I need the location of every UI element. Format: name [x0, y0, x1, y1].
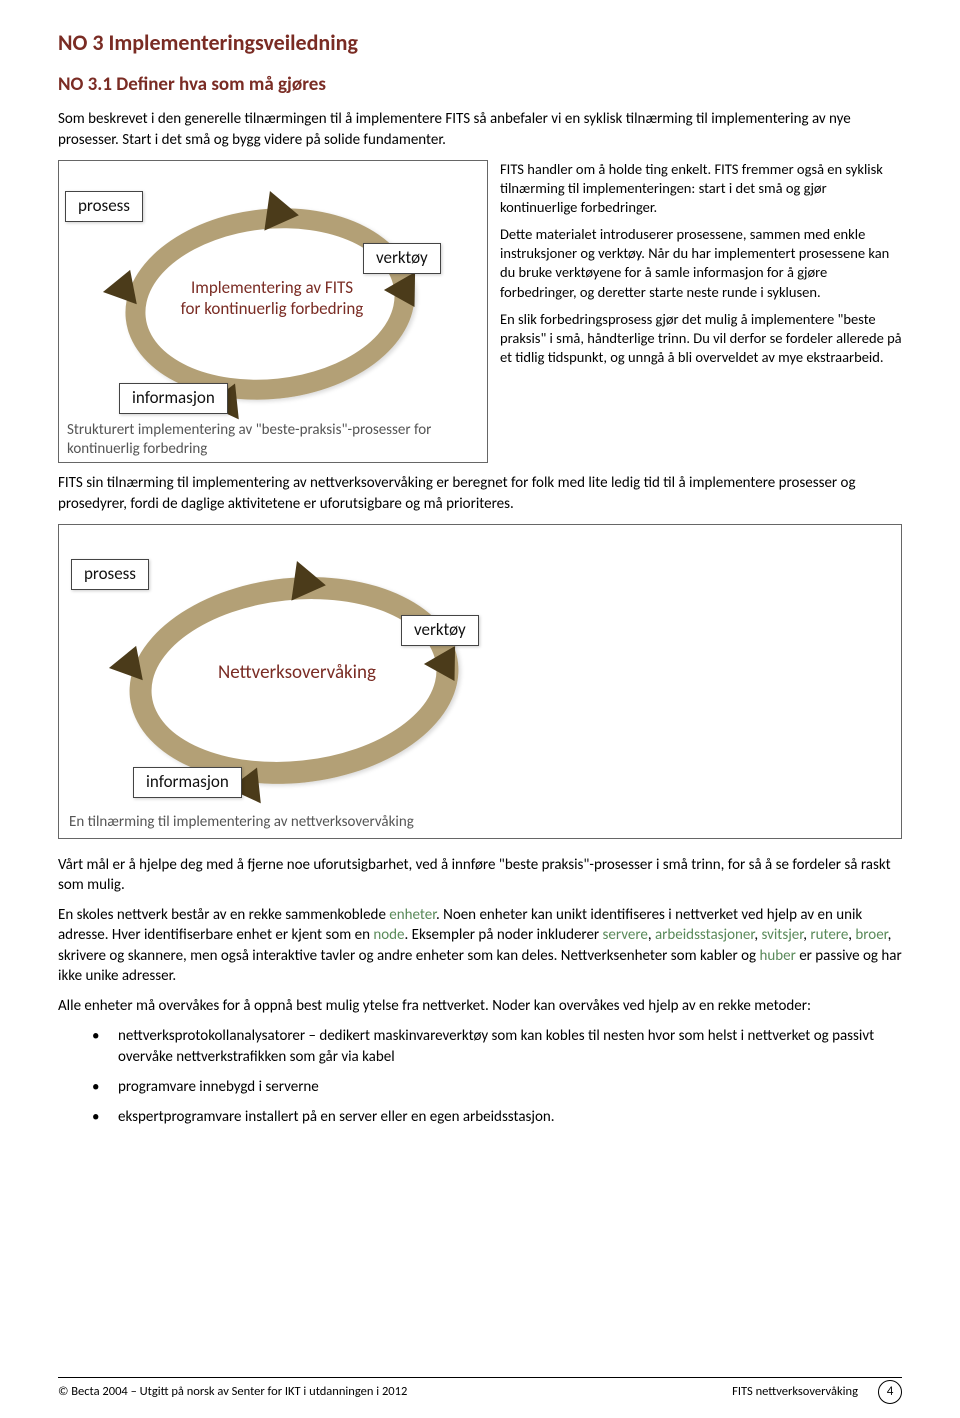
inner-title-line: Implementering av FITS — [191, 277, 353, 298]
side-paragraph: Dette materialet introduserer prosessene… — [500, 225, 902, 302]
diagram-2-box: prosess verktøy informasjon Nettverksove… — [58, 524, 902, 839]
list-item: programvare innebygd i serverne — [92, 1077, 902, 1097]
page-title: NO 3 Implementeringsveiledning — [58, 28, 902, 58]
term-link-svitsjer[interactable]: svitsjer — [761, 926, 803, 944]
diagram-2-caption: En tilnærming til implementering av nett… — [69, 813, 891, 832]
footer-left-text: © Becta 2004 – Utgitt på norsk av Senter… — [58, 1384, 407, 1401]
term-link-node[interactable]: node — [373, 926, 404, 944]
method-list: nettverksprotokollanalysatorer – dediker… — [58, 1026, 902, 1127]
cycle-inner-title: Nettverksovervåking — [187, 661, 407, 685]
diagram-1-caption: Strukturert implementering av "beste-pra… — [67, 421, 479, 459]
side-paragraph: En slik forbedringsprosess gjør det muli… — [500, 310, 902, 367]
term-link-broer[interactable]: broer — [855, 926, 887, 944]
body-paragraph: FITS sin tilnærming til implementering a… — [58, 473, 902, 514]
node-verktoy: verktøy — [363, 243, 441, 274]
diagram-1-box: prosess verktøy informasjon Implementeri… — [58, 160, 488, 464]
body-paragraph-with-links: En skoles nettverk består av en rekke sa… — [58, 905, 902, 986]
term-link-servere[interactable]: servere — [603, 926, 648, 944]
side-text-block: FITS handler om å holde ting enkelt. FIT… — [500, 160, 902, 464]
node-prosess: prosess — [65, 191, 143, 222]
node-prosess: prosess — [71, 559, 149, 590]
node-verktoy: verktøy — [401, 615, 479, 646]
text-run: , — [648, 926, 655, 944]
list-item: ekspertprogramvare installert på en serv… — [92, 1107, 902, 1127]
section-heading: NO 3.1 Definer hva som må gjøres — [58, 72, 902, 98]
text-run: En skoles nettverk består av en rekke sa… — [58, 906, 389, 924]
page-footer: © Becta 2004 – Utgitt på norsk av Senter… — [58, 1377, 902, 1404]
page-number-badge: 4 — [878, 1380, 902, 1404]
cycle-arrow-icon — [264, 191, 301, 235]
term-link-huber[interactable]: huber — [759, 947, 795, 965]
cycle-diagram-2: prosess verktøy informasjon Nettverksove… — [69, 533, 891, 811]
body-paragraph: Alle enheter må overvåkes for å oppnå be… — [58, 996, 902, 1016]
term-link-enheter[interactable]: enheter — [389, 906, 436, 924]
intro-paragraph: Som beskrevet i den generelle tilnærming… — [58, 109, 902, 150]
node-informasjon: informasjon — [119, 383, 228, 414]
term-link-arbeidsstasjoner[interactable]: arbeidsstasjoner — [655, 926, 754, 944]
cycle-inner-title: Implementering av FITS for kontinuerlig … — [167, 277, 377, 320]
cycle-diagram-1: prosess verktøy informasjon Implementeri… — [67, 169, 479, 419]
body-paragraph: Vårt mål er å hjelpe deg med å fjerne no… — [58, 855, 902, 896]
cycle-arrow-icon — [291, 561, 328, 605]
inner-title-line: for kontinuerlig forbedring — [181, 298, 364, 319]
side-paragraph: FITS handler om å holde ting enkelt. FIT… — [500, 160, 902, 217]
node-informasjon: informasjon — [133, 767, 242, 798]
list-item: nettverksprotokollanalysatorer – dediker… — [92, 1026, 902, 1067]
term-link-rutere[interactable]: rutere — [810, 926, 848, 944]
text-run: . Eksempler på noder inkluderer — [405, 926, 603, 944]
footer-right-text: FITS nettverksovervåking — [732, 1384, 858, 1401]
